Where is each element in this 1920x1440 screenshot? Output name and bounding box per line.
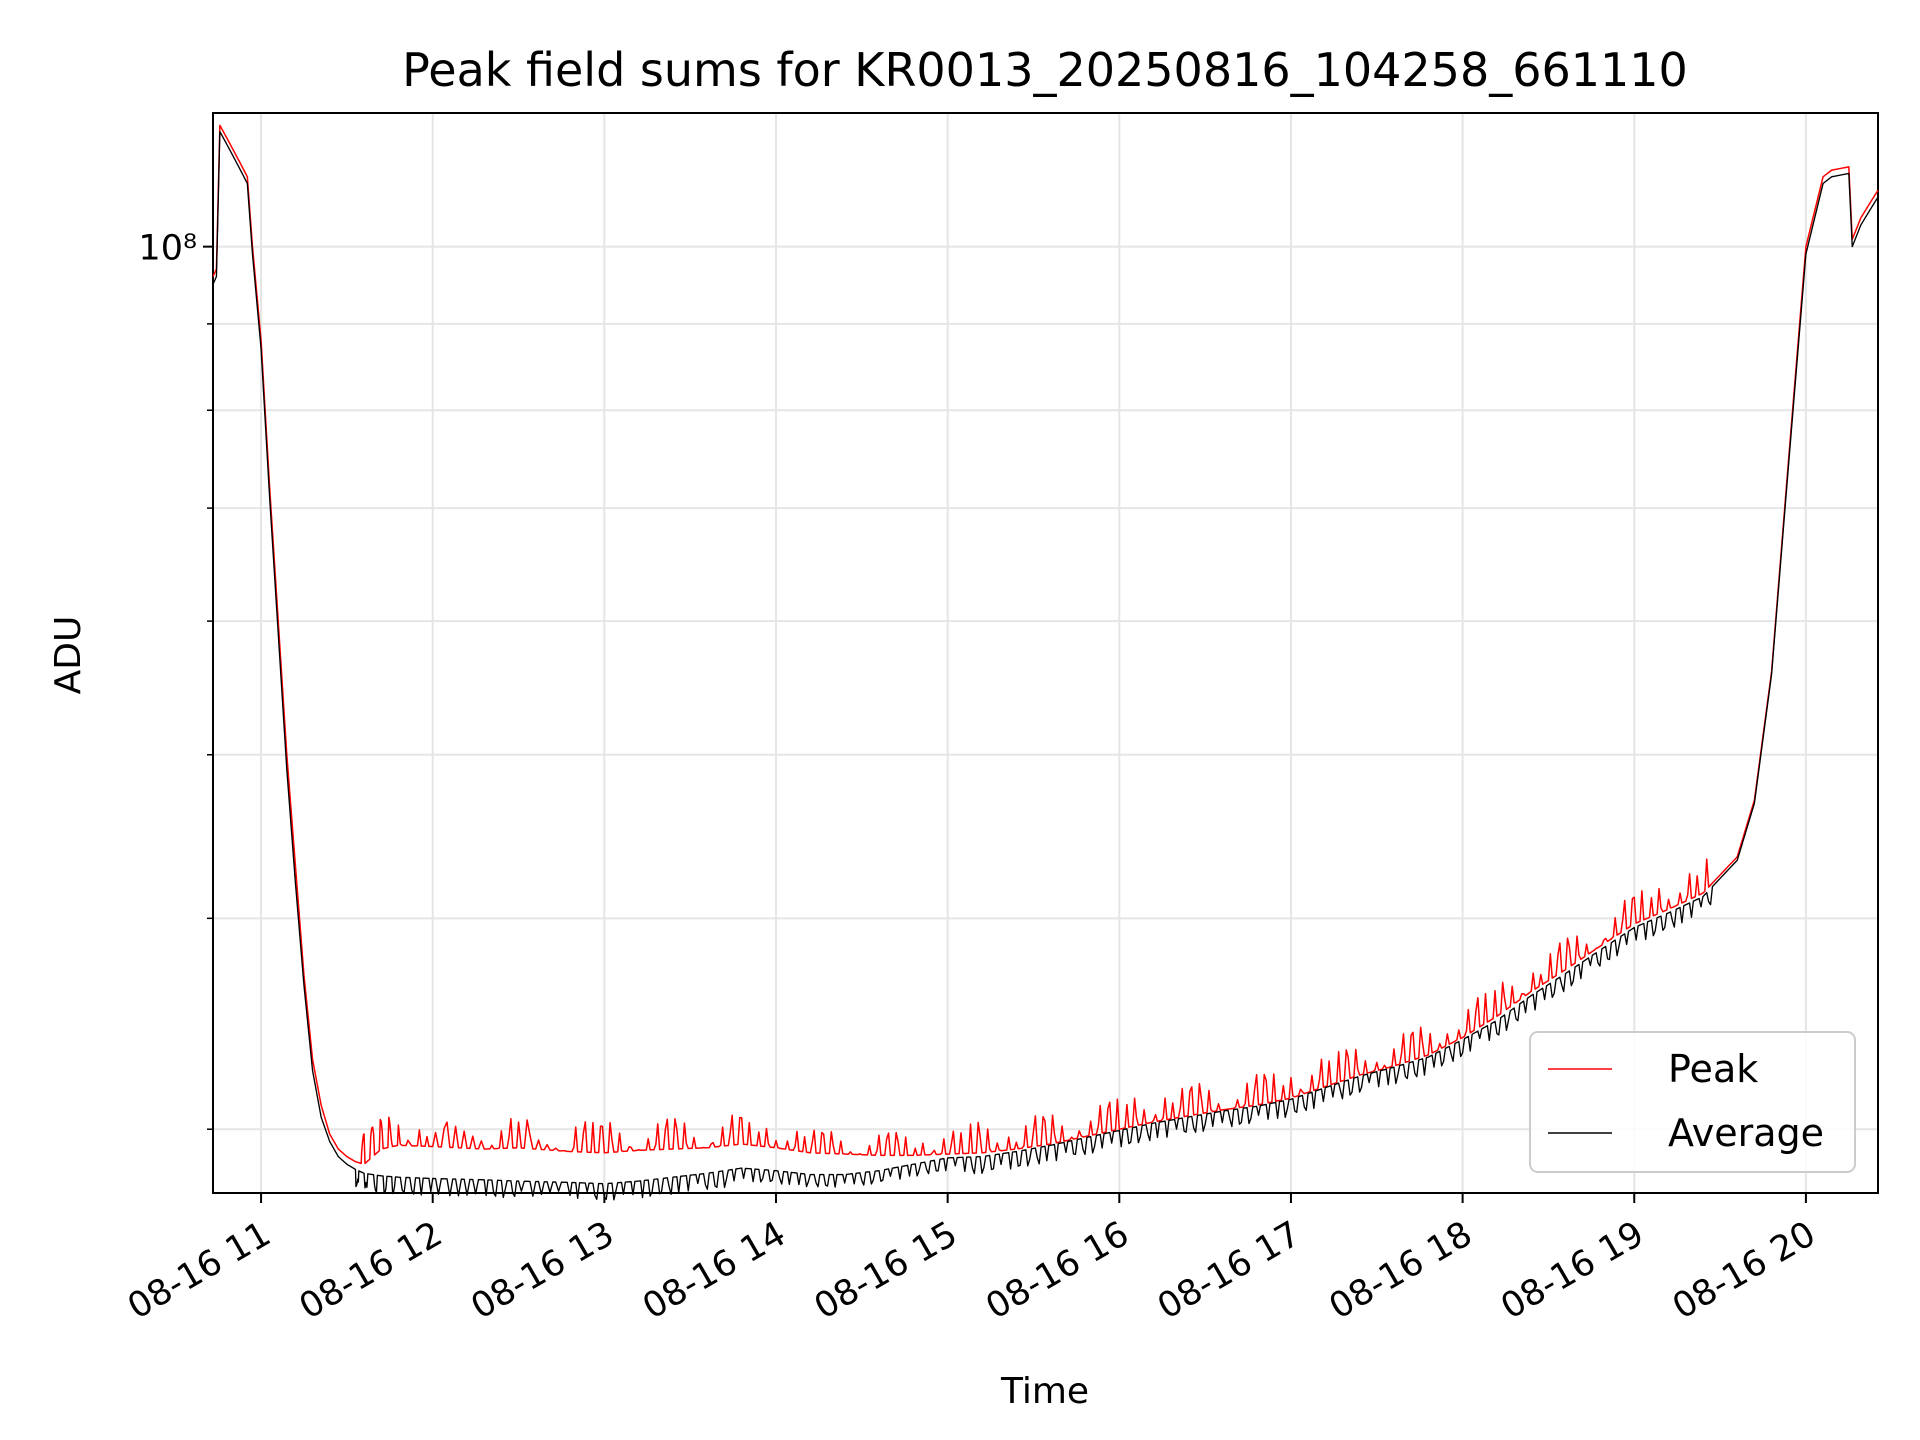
legend-box bbox=[1529, 1031, 1856, 1173]
legend: Peak Average bbox=[1529, 1031, 1856, 1173]
series-layer bbox=[212, 124, 1879, 1201]
y-axis-ticks: 10⁸ bbox=[138, 229, 213, 1130]
x-axis-label: Time bbox=[1000, 1371, 1089, 1412]
average-series-line bbox=[212, 130, 1879, 1201]
y-tick-label: 10⁸ bbox=[138, 229, 197, 269]
chart-title: Peak field sums for KR0013_20250816_1042… bbox=[402, 43, 1688, 97]
legend-average-label: Average bbox=[1668, 1111, 1824, 1155]
legend-peak-label: Peak bbox=[1668, 1047, 1758, 1091]
peak-series-line bbox=[212, 124, 1879, 1165]
y-axis-label: ADU bbox=[48, 616, 89, 695]
plot-area bbox=[212, 112, 1879, 1194]
